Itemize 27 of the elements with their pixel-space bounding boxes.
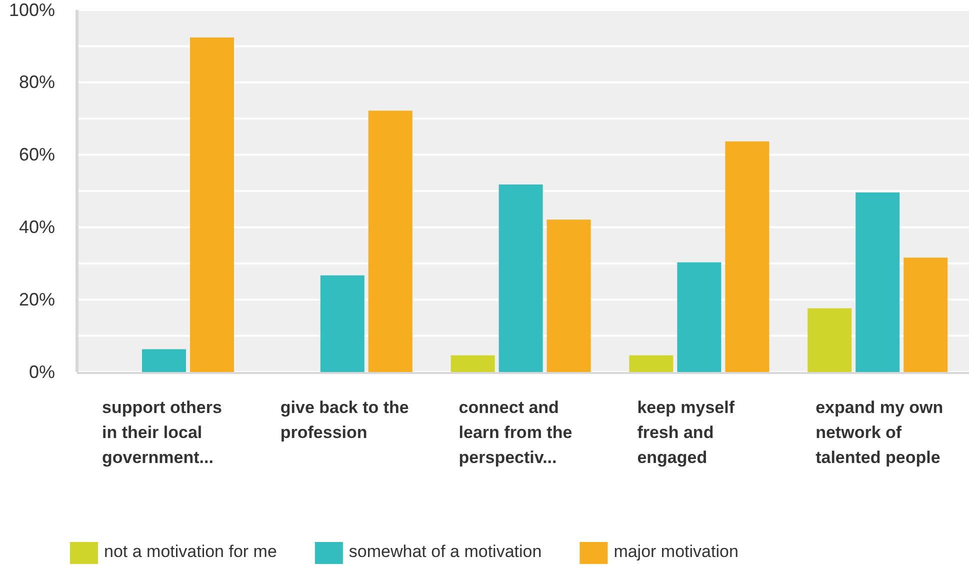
y-tick-label: 20% — [18, 289, 55, 310]
legend-label: not a motivation for me — [104, 542, 277, 561]
bar — [677, 262, 722, 372]
legend-label: major motivation — [614, 542, 738, 561]
y-tick-label: 100% — [8, 0, 55, 20]
bar — [368, 110, 412, 372]
y-tick-label: 40% — [18, 216, 55, 237]
bar — [142, 349, 186, 372]
bar — [546, 220, 591, 372]
y-tick-label: 60% — [18, 144, 55, 165]
bar — [856, 192, 900, 372]
bar — [725, 141, 770, 372]
x-tick-label: expand my own network of talented people — [816, 398, 944, 467]
bar — [450, 355, 495, 372]
y-tick-label: 0% — [28, 362, 55, 382]
x-tick-label: keep myself fresh and engaged — [637, 398, 735, 467]
x-tick-label: support others in their local government... — [102, 398, 222, 467]
bar — [320, 275, 364, 372]
x-tick-label: connect and learn from the perspectiv... — [458, 398, 572, 467]
bar — [904, 258, 948, 372]
x-tick-label: give back to the profession — [280, 398, 409, 442]
bar — [498, 184, 543, 372]
bar — [808, 308, 852, 372]
bar — [629, 355, 674, 372]
legend-label: somewhat of a motivation — [348, 542, 542, 561]
y-tick-label: 80% — [18, 72, 55, 92]
bar — [190, 38, 234, 372]
